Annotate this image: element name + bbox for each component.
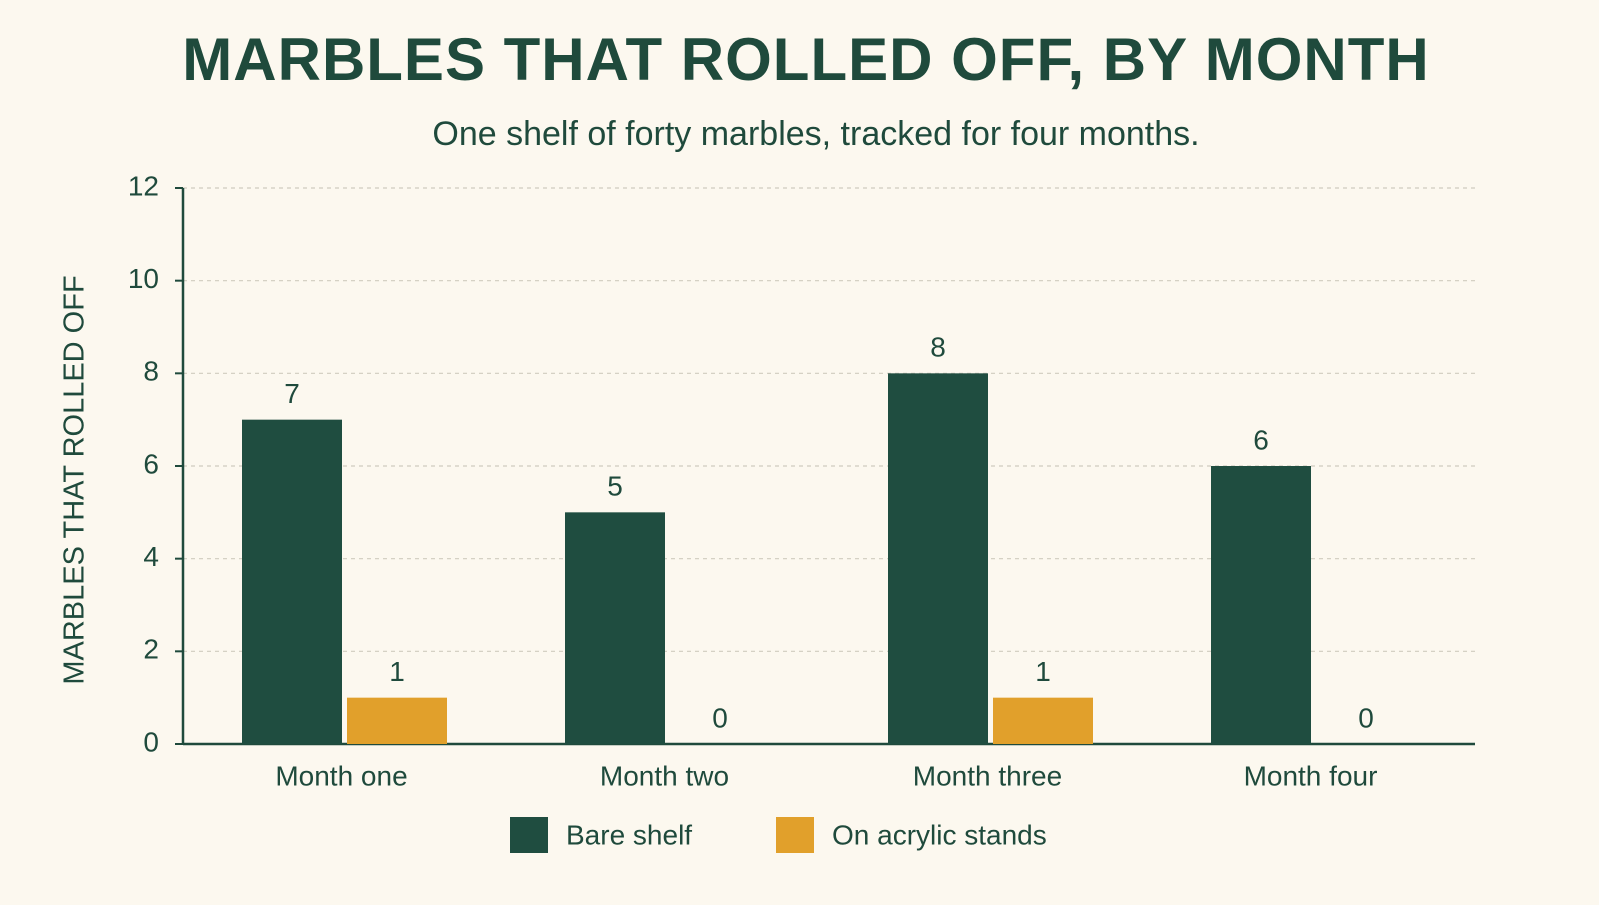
value-label: 0 — [1358, 702, 1374, 733]
y-tick-label: 10 — [128, 263, 159, 294]
value-label: 1 — [1035, 656, 1051, 687]
y-tick-label: 6 — [143, 448, 159, 479]
bar — [242, 419, 342, 744]
value-label: 5 — [607, 471, 623, 502]
y-axis-label: MARBLES THAT ROLLED OFF — [59, 275, 91, 684]
bar — [347, 697, 447, 744]
bar — [1211, 466, 1311, 744]
y-tick-label: 2 — [143, 634, 159, 665]
y-tick-label: 4 — [143, 541, 159, 572]
chart-subtitle: One shelf of forty marbles, tracked for … — [432, 115, 1199, 153]
x-tick-label: Month two — [600, 760, 729, 791]
chart-title: MARBLES THAT ROLLED OFF, BY MONTH — [182, 26, 1429, 93]
bar — [993, 697, 1093, 744]
y-tick-label: 8 — [143, 356, 159, 387]
x-tick-label: Month one — [275, 760, 407, 791]
y-tick-label: 0 — [143, 726, 159, 757]
value-label: 7 — [284, 378, 300, 409]
value-label: 0 — [712, 702, 728, 733]
legend-swatch — [776, 817, 814, 853]
value-label: 8 — [930, 332, 946, 363]
legend-label: Bare shelf — [566, 819, 692, 850]
x-tick-label: Month three — [913, 760, 1062, 791]
value-label: 1 — [389, 656, 405, 687]
bar — [565, 512, 665, 744]
x-tick-label: Month four — [1244, 760, 1378, 791]
bar — [888, 373, 988, 744]
value-label: 6 — [1253, 424, 1269, 455]
y-tick-label: 12 — [128, 170, 159, 201]
legend-swatch — [510, 817, 548, 853]
legend-label: On acrylic stands — [832, 819, 1047, 850]
